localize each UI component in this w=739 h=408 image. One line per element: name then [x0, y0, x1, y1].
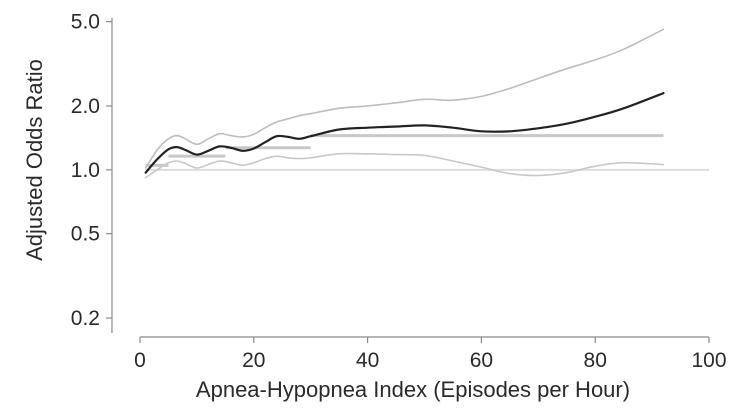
plot-area	[144, 28, 709, 179]
estimate-line	[144, 92, 665, 174]
y-tick-label: 0.2	[71, 307, 100, 330]
lower-ci-line	[144, 152, 665, 179]
upper-ci-line	[144, 28, 665, 169]
x-tick-label: 80	[584, 349, 607, 372]
x-tick-label: 0	[134, 349, 146, 372]
x-tick-label: 100	[691, 349, 726, 372]
x-tick-label: 60	[470, 349, 493, 372]
y-tick-label: 1.0	[71, 159, 100, 182]
y-tick-label: 2.0	[71, 95, 100, 118]
x-axis-label: Apnea-Hypopnea Index (Episodes per Hour)	[196, 377, 630, 402]
y-tick-label: 5.0	[71, 11, 100, 34]
y-axis-label: Adjusted Odds Ratio	[22, 59, 47, 261]
y-axis: 0.2 0.5 1.0 2.0 5.0	[71, 11, 113, 333]
x-axis: 0 20 40 60 80 100	[134, 336, 727, 372]
y-tick-label: 0.5	[71, 223, 100, 246]
x-tick-label: 20	[242, 349, 265, 372]
x-tick-label: 40	[356, 349, 379, 372]
